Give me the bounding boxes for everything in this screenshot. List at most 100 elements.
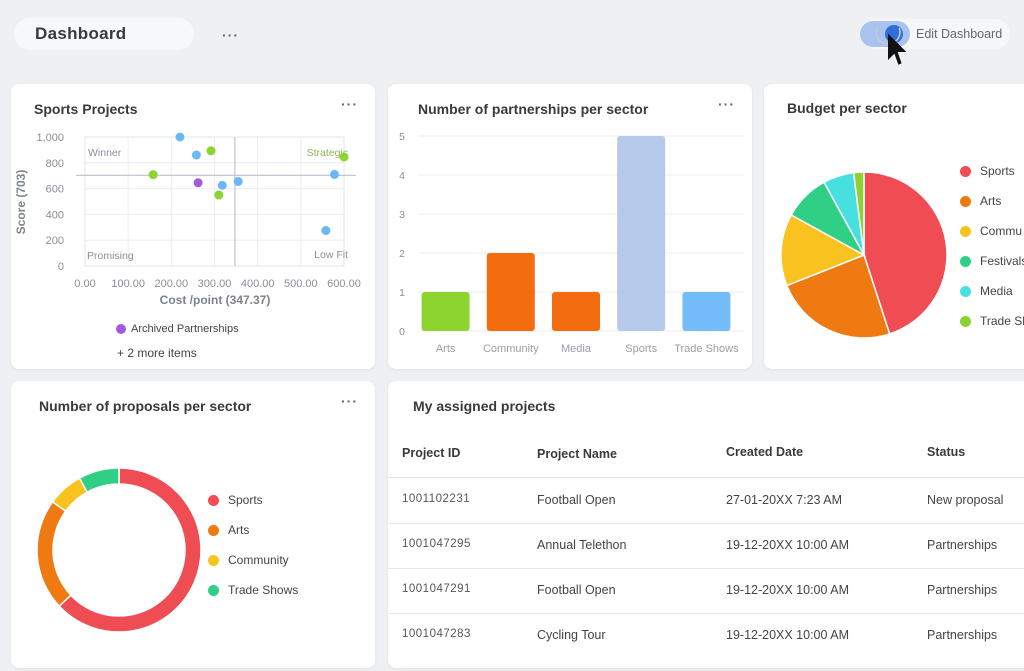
y-tick-label: 5: [399, 131, 405, 143]
cell-created-date: 19-12-20XX 10:00 AM: [726, 538, 849, 552]
bar[interactable]: [486, 253, 535, 331]
donut-segment[interactable]: [78, 467, 120, 494]
legend-dot: [116, 324, 126, 334]
legend-item[interactable]: Media: [960, 284, 1013, 298]
legend-dot: [960, 225, 971, 237]
legend-label: Media: [980, 284, 1013, 298]
card-title: Number of proposals per sector: [39, 398, 252, 414]
scatter-point[interactable]: [175, 132, 185, 142]
legend-dot: [208, 584, 219, 596]
legend-archived-partnerships[interactable]: Archived Partnerships: [116, 323, 239, 335]
x-tick-label: 600.00: [327, 278, 361, 290]
row-divider: [388, 523, 1024, 524]
y-tick-label: 400: [46, 209, 64, 221]
legend-item[interactable]: Sports: [960, 164, 1015, 178]
quadrant-label-winner: Winner: [88, 147, 122, 159]
scatter-point[interactable]: [339, 152, 349, 162]
plot-area: [84, 136, 345, 267]
cell-project-name: Annual Telethon: [537, 538, 627, 552]
legend-dot: [960, 315, 971, 327]
pie-slice[interactable]: [780, 213, 866, 287]
legend-item[interactable]: Arts: [960, 194, 1001, 208]
assigned-projects-card: My assigned projects Project ID Project …: [388, 381, 1024, 668]
x-tick-label: Community: [483, 343, 539, 355]
scatter-point[interactable]: [206, 146, 216, 156]
more-items-link[interactable]: + 2 more items: [117, 346, 197, 360]
edit-dashboard-label[interactable]: Edit Dashboard: [916, 27, 1003, 41]
cell-created-date: 19-12-20XX 10:00 AM: [726, 583, 849, 597]
bar[interactable]: [617, 136, 666, 331]
legend-dot: [208, 524, 219, 536]
legend-item[interactable]: Sports: [208, 493, 263, 507]
column-header-project-id[interactable]: Project ID: [402, 446, 461, 460]
bar[interactable]: [682, 292, 731, 331]
page-title: Dashboard: [35, 24, 127, 43]
mouse-cursor-icon: [876, 28, 906, 65]
budget-per-sector-card: Budget per sector Sports Arts Commu Festiva…: [764, 84, 1024, 369]
pie-slice[interactable]: [863, 171, 948, 335]
y-tick-label: 3: [399, 209, 405, 221]
scatter-point[interactable]: [148, 170, 158, 180]
y-tick-label: 800: [46, 158, 64, 170]
y-tick-label: 4: [399, 170, 405, 182]
proposals-donut-chart: [36, 467, 202, 633]
legend-label: Community: [228, 553, 289, 567]
column-header-status[interactable]: Status: [927, 445, 966, 459]
partnerships-more-icon[interactable]: ···: [718, 96, 735, 112]
bar[interactable]: [552, 292, 600, 331]
cell-project-name: Football Open: [537, 493, 616, 507]
legend-dot: [208, 554, 219, 566]
card-title: Budget per sector: [787, 100, 907, 116]
title-background: [14, 18, 194, 50]
x-axis-label: Cost /point (347.37): [160, 293, 271, 307]
scatter-point[interactable]: [330, 169, 340, 179]
sports-projects-card: Sports Projects ··· 0.00 100.00 200.00 300.…: [11, 84, 375, 369]
column-header-project-name[interactable]: Project Name: [537, 447, 617, 461]
partnerships-per-sector-card: Number of partnerships per sector ··· 0 1…: [388, 84, 752, 369]
quadrant-label-promising: Promising: [87, 250, 134, 262]
legend-item[interactable]: Trade Sh: [960, 314, 1024, 328]
quadrant-label-strategic: Strategic: [307, 147, 348, 159]
legend-dot: [208, 494, 219, 506]
scatter-point[interactable]: [193, 178, 203, 188]
card-title: Sports Projects: [34, 101, 138, 117]
legend-label: Trade Shows: [228, 583, 299, 597]
legend-item[interactable]: Festivals: [960, 254, 1024, 268]
sports-projects-more-icon[interactable]: ···: [341, 96, 358, 112]
cell-status: Partnerships: [927, 583, 998, 597]
legend-item[interactable]: Community: [208, 553, 289, 567]
cell-created-date: 27-01-20XX 7:23 AM: [726, 493, 843, 507]
card-title: Number of partnerships per sector: [418, 101, 649, 117]
x-tick-label: 300.00: [198, 278, 232, 290]
y-tick-label: 1,000: [36, 132, 64, 144]
x-tick-label: 400.00: [241, 278, 275, 290]
x-tick-label: Media: [561, 343, 592, 355]
y-tick-label: 0: [58, 261, 64, 273]
legend-label: Archived Partnerships: [131, 323, 239, 335]
legend-item[interactable]: Trade Shows: [208, 583, 298, 597]
legend-label: Sports: [228, 493, 263, 507]
row-divider: [388, 613, 1024, 614]
scatter-point[interactable]: [217, 180, 227, 190]
pie-slice[interactable]: [852, 171, 865, 256]
legend-item[interactable]: Arts: [208, 523, 249, 537]
column-header-created-date[interactable]: Created Date: [726, 445, 804, 459]
donut-segment[interactable]: [58, 467, 202, 633]
donut-segment[interactable]: [36, 500, 72, 608]
legend-dot: [960, 285, 971, 297]
budget-pie-chart: [780, 171, 948, 339]
scatter-point[interactable]: [321, 226, 331, 236]
cell-project-id: 1001102231: [402, 493, 471, 505]
cell-status: New proposal: [927, 493, 1004, 507]
legend-label: Sports: [980, 164, 1015, 178]
scatter-point[interactable]: [191, 150, 201, 160]
y-tick-label: 200: [46, 235, 64, 247]
cell-project-id: 1001047295: [402, 538, 471, 550]
dashboard-more-icon[interactable]: ···: [222, 27, 239, 43]
legend-item[interactable]: Commu: [960, 224, 1022, 238]
cell-status: Partnerships: [927, 538, 998, 552]
scatter-point[interactable]: [233, 177, 243, 187]
proposals-more-icon[interactable]: ···: [341, 393, 358, 409]
bar[interactable]: [421, 292, 470, 331]
scatter-point[interactable]: [214, 190, 224, 200]
